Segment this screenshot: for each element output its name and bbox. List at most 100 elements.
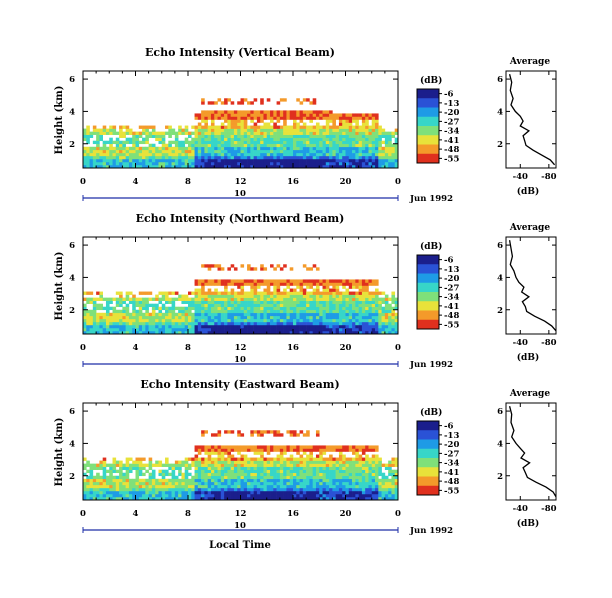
heatmap-cell bbox=[233, 137, 238, 142]
heatmap-cell bbox=[345, 457, 350, 461]
heatmap-cell bbox=[155, 149, 159, 154]
heatmap-cell bbox=[148, 327, 153, 332]
heatmap-cell bbox=[135, 475, 140, 480]
heatmap-cell bbox=[135, 469, 140, 474]
heatmap-cell bbox=[309, 158, 313, 163]
heatmap-cell bbox=[243, 324, 248, 329]
heatmap-cell bbox=[286, 116, 291, 120]
heatmap-cell bbox=[174, 291, 179, 295]
heatmap-cell bbox=[345, 158, 350, 163]
colorbar-swatch bbox=[417, 112, 439, 115]
heatmap-cell bbox=[348, 161, 353, 166]
heatmap-cell bbox=[142, 484, 146, 489]
heatmap-cell bbox=[332, 309, 336, 314]
heatmap-cell bbox=[194, 300, 199, 304]
heatmap-cell bbox=[309, 318, 313, 323]
heatmap-cell bbox=[381, 472, 386, 477]
colorbar-swatch bbox=[417, 301, 439, 304]
colorbar-swatch bbox=[417, 492, 439, 496]
heatmap-cell bbox=[322, 318, 327, 323]
heatmap-cell bbox=[338, 318, 343, 323]
heatmap-cell bbox=[348, 463, 353, 467]
heatmap-cell bbox=[250, 457, 254, 461]
heatmap-cell bbox=[352, 291, 356, 295]
heatmap-cell bbox=[250, 496, 254, 501]
heatmap-cell bbox=[237, 487, 241, 492]
heatmap-cell bbox=[224, 279, 228, 283]
heatmap-cell bbox=[345, 327, 350, 332]
heatmap-cell bbox=[279, 113, 284, 117]
heatmap-cell bbox=[243, 291, 248, 295]
heatmap-cell bbox=[312, 312, 317, 317]
heatmap-cell bbox=[394, 128, 399, 132]
heatmap-cell bbox=[319, 457, 323, 461]
heatmap-cell bbox=[237, 430, 241, 434]
heatmap-cell bbox=[253, 161, 258, 166]
heatmap-cell bbox=[315, 110, 320, 114]
heatmap-cell bbox=[230, 116, 235, 120]
heatmap-cell bbox=[89, 493, 94, 498]
heatmap-cell bbox=[260, 460, 264, 464]
heatmap-cell bbox=[214, 330, 218, 335]
heatmap-cell bbox=[361, 321, 366, 326]
heatmap-cell bbox=[214, 164, 218, 169]
heatmap-cell bbox=[96, 306, 100, 311]
heatmap-cell bbox=[289, 158, 294, 163]
heatmap-cell bbox=[358, 143, 363, 148]
heatmap-cell bbox=[302, 303, 307, 308]
colorbar-swatch bbox=[417, 322, 439, 325]
heatmap-cell bbox=[309, 146, 313, 151]
heatmap-cell bbox=[381, 164, 386, 169]
heatmap-cell bbox=[306, 466, 310, 470]
heatmap-cell bbox=[194, 306, 199, 311]
heatmap-cell bbox=[279, 475, 284, 480]
heatmap-cell bbox=[89, 478, 94, 483]
heatmap-cell bbox=[158, 149, 163, 154]
heatmap-cell bbox=[276, 490, 281, 495]
heatmap-cell bbox=[276, 445, 281, 449]
heatmap-cell bbox=[171, 466, 176, 470]
heatmap-cell bbox=[289, 140, 294, 145]
heatmap-cell bbox=[119, 321, 123, 326]
heatmap-cell bbox=[233, 119, 238, 123]
heatmap-cell bbox=[102, 484, 107, 489]
heatmap-cell bbox=[109, 472, 113, 477]
x-tick-label: 8 bbox=[185, 343, 191, 353]
heatmap-cell bbox=[96, 315, 100, 320]
heatmap-cell bbox=[204, 164, 208, 169]
heatmap-cell bbox=[306, 445, 310, 449]
heatmap-cell bbox=[207, 481, 212, 486]
heatmap-cell bbox=[102, 493, 107, 498]
heatmap-cell bbox=[375, 484, 379, 489]
heatmap-cell bbox=[128, 484, 133, 489]
heatmap-cell bbox=[312, 101, 317, 105]
heatmap-cell bbox=[227, 472, 231, 477]
heatmap-cell bbox=[207, 457, 212, 461]
heatmap-cell bbox=[237, 306, 241, 311]
heatmap-cell bbox=[230, 288, 235, 292]
heatmap-cell bbox=[188, 140, 192, 145]
heatmap-cell bbox=[109, 324, 113, 329]
heatmap-cell bbox=[122, 484, 126, 489]
y-tick-label: 2 bbox=[69, 306, 75, 316]
heatmap-cell bbox=[260, 291, 264, 295]
heatmap-cell bbox=[371, 131, 376, 135]
panel-vertical-beam: Echo Intensity (Vertical Beam) Height (k… bbox=[54, 46, 557, 204]
heatmap-cell bbox=[276, 484, 281, 489]
heatmap-cell bbox=[109, 306, 113, 311]
colorbar-swatch bbox=[417, 453, 439, 457]
heatmap-cell bbox=[296, 463, 300, 467]
heatmap-cell bbox=[375, 457, 379, 461]
heatmap-cell bbox=[361, 158, 366, 163]
colorbar-swatch bbox=[417, 89, 439, 92]
heatmap-cell bbox=[112, 463, 117, 467]
heatmap-cell bbox=[148, 164, 153, 169]
heatmap-cell bbox=[99, 312, 103, 317]
heatmap-cell bbox=[263, 137, 268, 142]
heatmap-cell bbox=[168, 318, 172, 323]
heatmap-cell bbox=[345, 478, 350, 483]
heatmap-cell bbox=[220, 297, 225, 301]
heatmap-cell bbox=[155, 303, 159, 308]
heatmap-cell bbox=[371, 300, 376, 304]
heatmap-cell bbox=[384, 131, 389, 135]
